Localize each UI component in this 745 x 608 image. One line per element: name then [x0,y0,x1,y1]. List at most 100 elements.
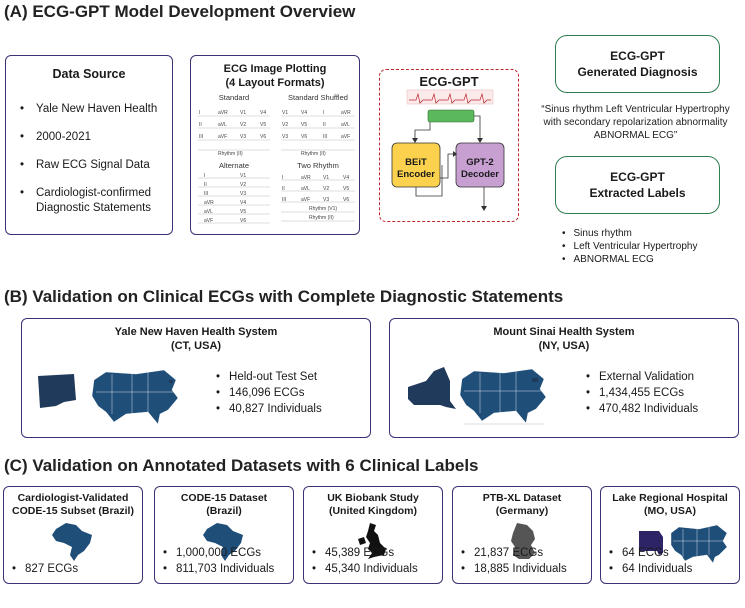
lead-label: aVR [218,110,228,116]
lead-label: aVF [218,134,227,140]
extracted-label: Sinus rhythm [562,227,697,240]
lead-label: II [204,182,207,188]
dataset-stat: 811,703 Individuals [163,561,274,577]
lead-label: III [204,191,208,197]
lead-label: V1 [240,110,246,116]
quote-line: with secondary repolarization abnormalit… [543,117,728,128]
uk-biobank-title: UK Biobank Study (United Kingdom) [304,492,442,518]
dataset-title-line: Lake Regional Hospital [612,492,728,504]
ecg-strip-icon [406,89,494,105]
lead-label: I [204,173,205,179]
generated-title-line2: Generated Diagnosis [577,65,698,79]
rhythm-label: Rhythm (II) [218,151,243,157]
mount-sinai-validation-box: Mount Sinai Health System (NY, USA) Exte… [389,318,739,438]
lead-label: V6 [240,218,246,224]
mount-sinai-stats: External Validation 1,434,455 ECGs 470,4… [586,369,698,417]
ecg-alternate-thumbnail: I V1 II V2 III V3 aVR V4 aVL V5 aVF V6 [198,173,270,224]
lake-regional-stats: 64 ECGs 64 Individuals [609,545,692,577]
dataset-title-line: PTB-XL Dataset [482,492,562,504]
generated-diagnosis-quote: “Sinus rhythm Left Ventricular Hypertrop… [528,103,743,142]
lead-label: V1 [323,175,329,181]
yale-name: Yale New Haven Health System [114,326,278,338]
lead-label: aVF [341,134,350,140]
lead-label: V5 [240,209,246,215]
rhythm-label: Rhythm (II) [301,151,326,157]
lead-label: V3 [240,191,246,197]
ecg-gpt-model-box: ECG-GPT BEiT Encoder GPT-2 Decoder [379,69,519,222]
new-york-map-icon [408,367,547,425]
extracted-label: Left Ventricular Hypertrophy [562,240,698,253]
data-source-item: Yale New Haven Health [20,102,170,117]
rhythm-label: Rhythm (II) [309,215,334,221]
plotting-title-line2: (4 Layout Formats) [225,77,325,89]
layout-standard-label: Standard [218,93,250,102]
section-a-title: (A) ECG-GPT Model Development Overview [4,2,356,21]
code15-subset-box: Cardiologist-Validated CODE-15 Subset (B… [3,486,143,584]
lead-label: aVF [301,197,310,203]
lead-label: aVR [204,200,214,206]
lead-label: V5 [260,122,266,128]
mount-sinai-stat: External Validation [586,369,698,385]
ecg-plotting-box: ECG Image Plotting (4 Layout Formats) St… [190,55,360,235]
dataset-title-line: Cardiologist-Validated [17,492,129,504]
extracted-labels-box: ECG-GPT Extracted Labels [555,156,720,214]
lead-label: II [282,186,285,192]
lake-regional-title: Lake Regional Hospital (MO, USA) [601,492,739,518]
dataset-stat: 64 Individuals [609,561,692,577]
lead-label: V5 [343,186,349,192]
code15-dataset-title: CODE-15 Dataset (Brazil) [155,492,293,518]
dataset-title-line: CODE-15 Dataset [180,492,268,504]
quote-line: ABNORMAL ECG” [593,130,678,141]
plotting-title-line1: ECG Image Plotting [223,63,327,75]
adapter-block-icon [427,109,475,123]
dataset-stat: 45,340 Individuals [312,561,418,577]
dataset-stat: 64 ECGs [609,545,692,561]
decoder-label: GPT-2 Decoder [460,157,499,180]
lead-label: II [199,122,202,128]
lead-label: aVL [341,122,350,128]
model-title: ECG-GPT [419,74,479,89]
mount-sinai-region: (NY, USA) [538,340,590,352]
code15-dataset-stats: 1,000,000 ECGs 811,703 Individuals [163,545,274,577]
yale-stat: Held-out Test Set [216,369,322,385]
mount-sinai-title: Mount Sinai Health System (NY, USA) [390,325,738,353]
lead-label: III [282,197,286,203]
yale-stat: 40,827 Individuals [216,401,322,417]
connecticut-map-icon [38,369,179,425]
extracted-label: ABNORMAL ECG [562,253,697,266]
lead-label: aVL [204,209,213,215]
dataset-title-line: (Germany) [495,505,549,517]
lead-label: V3 [240,134,246,140]
data-source-item: Raw ECG Signal Data [20,158,170,173]
lead-label: V1 [282,110,288,116]
code15-subset-title: Cardiologist-Validated CODE-15 Subset (B… [4,492,142,518]
dataset-stat: 18,885 Individuals [461,561,567,577]
lead-label: V4 [343,175,349,181]
lead-label: V5 [301,122,307,128]
yale-region: (CT, USA) [170,340,222,352]
lead-label: I [282,175,283,181]
uk-biobank-stats: 45,389 ECGs 45,340 Individuals [312,545,418,577]
data-source-box: Data Source Yale New Haven Health 2000-2… [5,55,173,235]
mount-sinai-stat: 1,434,455 ECGs [586,385,698,401]
lead-label: II [323,122,326,128]
lead-label: V3 [282,134,288,140]
ptb-xl-box: PTB-XL Dataset (Germany) 21,837 ECGs 18,… [452,486,592,584]
lead-label: V3 [323,197,329,203]
generated-title-line1: ECG-GPT [610,49,665,63]
lead-label: V6 [260,134,266,140]
dataset-title-line: (MO, USA) [644,505,696,517]
dataset-stat: 827 ECGs [12,561,78,577]
lead-label: I [323,110,324,116]
dataset-stat: 21,837 ECGs [461,545,567,561]
lead-label: aVL [218,122,227,128]
dataset-stat: 45,389 ECGs [312,545,418,561]
lead-label: aVR [341,110,351,116]
lead-label: V2 [240,122,246,128]
layout-shuffled-label: Standard Shuffled [288,93,348,102]
